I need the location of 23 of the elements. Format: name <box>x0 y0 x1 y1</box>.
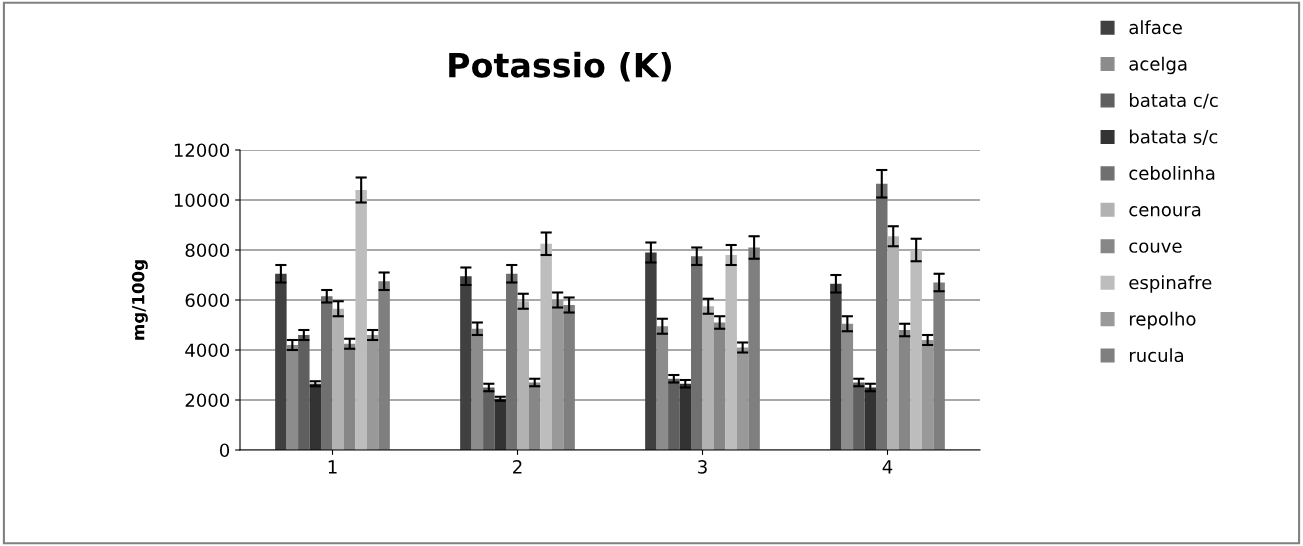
y-tick-label: 12000 <box>174 143 230 158</box>
legend-label: espinafre <box>1129 275 1212 293</box>
y-tick-label: 10000 <box>174 193 230 208</box>
x-tick-label: 2 <box>513 460 522 474</box>
legend-label: batata s/c <box>1129 129 1218 145</box>
y-tick-label: 8000 <box>185 243 230 258</box>
legend-label: cebolinha <box>1129 165 1215 180</box>
legend-label: batata c/c <box>1129 93 1218 109</box>
x-tick-label: 4 <box>882 460 893 474</box>
legend-label: couve <box>1129 242 1182 253</box>
chart-title: Potassio (K) <box>449 51 671 82</box>
y-tick-label: 0 <box>219 443 230 458</box>
x-tick-label: 3 <box>698 460 707 474</box>
legend-label: cenoura <box>1129 206 1201 217</box>
legend-label: alface <box>1129 20 1182 35</box>
legend-label: rucula <box>1129 348 1184 363</box>
x-tick-label: 1 <box>328 460 337 474</box>
y-axis-title: mg/100g <box>131 260 148 340</box>
y-tick-label: 2000 <box>185 393 230 408</box>
y-tick-label: 4000 <box>185 343 230 358</box>
legend-label: acelga <box>1129 56 1187 75</box>
legend-label: repolho <box>1129 311 1196 330</box>
y-tick-label: 6000 <box>185 293 230 308</box>
